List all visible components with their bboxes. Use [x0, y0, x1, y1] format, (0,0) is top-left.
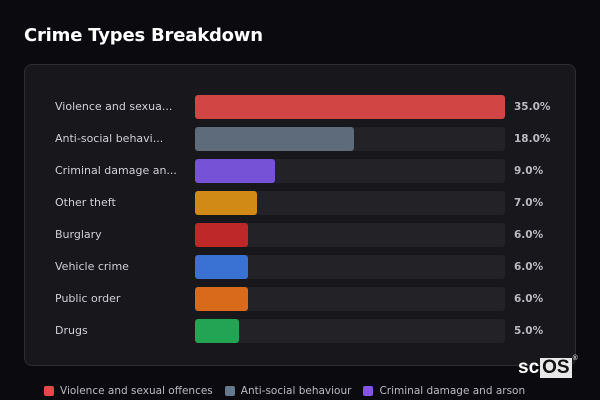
bar-row: Vehicle crime 6.0%: [25, 255, 575, 279]
bar-label: Anti-social behavi...: [55, 132, 164, 145]
bar-row: Anti-social behavi... 18.0%: [25, 127, 575, 151]
legend-swatch-icon: [44, 386, 54, 396]
bar-label: Other theft: [55, 196, 116, 209]
bar-row: Criminal damage an... 9.0%: [25, 159, 575, 183]
bar-row: Burglary 6.0%: [25, 223, 575, 247]
registered-mark: ®: [572, 355, 578, 362]
bar-track: [195, 255, 505, 279]
bar-row: Violence and sexua... 35.0%: [25, 95, 575, 119]
bar-row: Drugs 5.0%: [25, 319, 575, 343]
chart-legend: Violence and sexual offences Anti-social …: [44, 385, 525, 397]
bar-value: 9.0%: [514, 165, 544, 177]
logo-prefix: sc: [518, 357, 540, 378]
bar-label: Public order: [55, 292, 121, 305]
bar-track: [195, 319, 505, 343]
legend-item[interactable]: Criminal damage and arson: [363, 385, 525, 397]
chart-card: Violence and sexua... 35.0% Anti-social be…: [24, 64, 576, 366]
bar-track: [195, 287, 505, 311]
bar-track: [195, 95, 505, 119]
logo-box: OS: [540, 357, 572, 378]
bar-track: [195, 223, 505, 247]
bar-value: 6.0%: [514, 229, 544, 241]
bar-fill[interactable]: [195, 319, 239, 343]
bar-value: 6.0%: [514, 293, 544, 305]
legend-item[interactable]: Violence and sexual offences: [44, 385, 213, 397]
legend-swatch-icon: [224, 386, 235, 396]
bar-value: 18.0%: [514, 133, 551, 145]
bar-value: 6.0%: [514, 261, 544, 273]
bar-fill[interactable]: [195, 159, 275, 183]
bar-value: 7.0%: [514, 197, 544, 209]
bar-value: 35.0%: [514, 101, 551, 113]
bar-label: Violence and sexua...: [55, 100, 173, 113]
bar-fill[interactable]: [195, 95, 505, 119]
bar-label: Criminal damage an...: [55, 164, 177, 177]
bar-track: [195, 127, 505, 151]
bar-value: 5.0%: [514, 325, 544, 337]
bar-fill[interactable]: [195, 255, 248, 279]
bar-label: Burglary: [55, 228, 102, 241]
bar-track: [195, 191, 505, 215]
scos-logo: sc OS ®: [518, 355, 578, 379]
legend-label: Criminal damage and arson: [379, 385, 526, 397]
bar-row: Public order 6.0%: [25, 287, 575, 311]
bar-label: Drugs: [55, 324, 88, 337]
legend-label: Violence and sexual offences: [60, 385, 213, 397]
bar-label: Vehicle crime: [55, 260, 129, 273]
bar-fill[interactable]: [195, 223, 248, 247]
bar-fill[interactable]: [195, 127, 354, 151]
bar-track: [195, 159, 505, 183]
legend-swatch-icon: [363, 386, 374, 396]
bar-fill[interactable]: [195, 287, 248, 311]
bar-fill[interactable]: [195, 191, 257, 215]
legend-item[interactable]: Anti-social behaviour: [224, 385, 352, 397]
legend-label: Anti-social behaviour: [240, 385, 352, 397]
chart-title: Crime Types Breakdown: [24, 25, 263, 46]
bar-row: Other theft 7.0%: [25, 191, 575, 215]
